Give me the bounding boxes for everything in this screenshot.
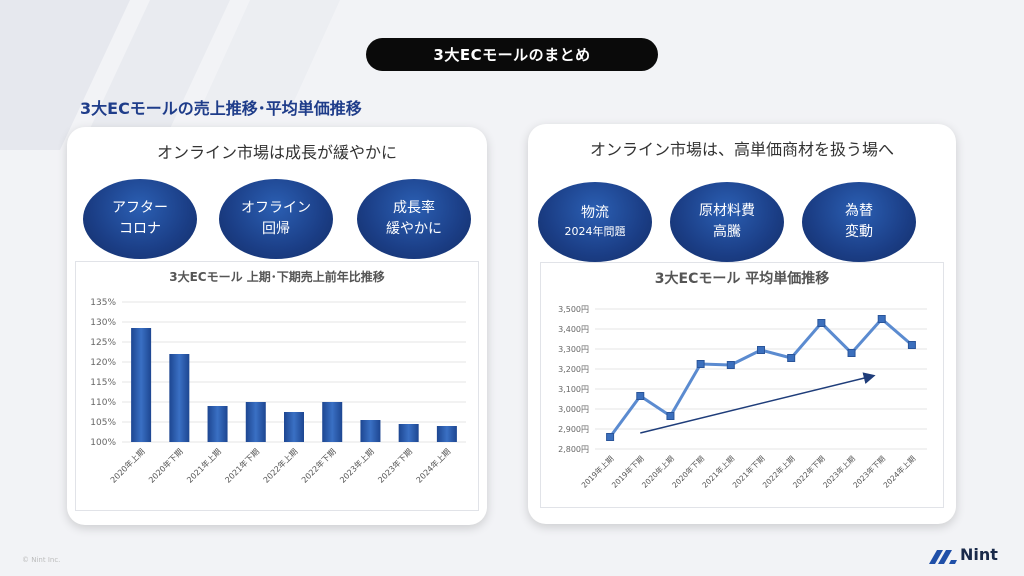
logo-text: Nint — [960, 545, 998, 564]
bar-chart-box: 3大ECモール 上期･下期売上前年比推移 100% 105% 110% 115% 120… — [75, 261, 479, 511]
circle-label: 原材料費 — [699, 203, 755, 219]
circle-label: アフター — [112, 200, 168, 216]
bar-chart: 100%105%110%115%120%125%130%135%2020年上期 2… — [90, 298, 466, 485]
y-tick-label: 135% — [90, 298, 116, 308]
bar-chart-title: 3大ECモール 上期･下期売上前年比推移 — [169, 270, 385, 284]
x-tick-label: 2022年上期 — [261, 446, 299, 484]
section-title: 3大ECモールの売上推移･平均単価推移 — [80, 99, 362, 118]
y-tick-label: 2,800円 — [558, 445, 589, 454]
circle-label: 為替 — [845, 203, 873, 219]
y-tick-label: 3,200円 — [558, 365, 589, 374]
page-title: 3大ECモールのまとめ — [366, 38, 658, 71]
x-tick-label: 2023年上期 — [337, 446, 375, 484]
x-tick-label: 2020年上期 — [108, 446, 146, 484]
circle-label: コロナ — [119, 221, 161, 237]
circle-material-cost: 原材料費 高騰 — [670, 182, 784, 262]
data-point — [877, 315, 886, 323]
nint-logo-icon — [929, 549, 957, 564]
circle-label: 回帰 — [262, 221, 290, 237]
x-tick-label: 2023年下期 — [376, 446, 414, 484]
data-point — [606, 433, 615, 441]
circle-label: 変動 — [845, 224, 873, 240]
y-tick-label: 3,000円 — [558, 405, 589, 414]
circle-growth-rate: 成長率 緩やかに — [357, 179, 471, 259]
line-chart-title: 3大ECモール 平均単価推移 — [654, 271, 830, 287]
nint-logo: Nint — [929, 545, 998, 564]
data-point — [787, 354, 796, 362]
circle-label: オフライン — [241, 200, 311, 216]
x-tick-label: 2020年下期 — [146, 446, 184, 484]
circle-label: 2024年問題 — [564, 225, 626, 239]
data-point — [696, 360, 705, 368]
y-tick-label: 105% — [90, 418, 116, 428]
right-panel: オンライン市場は、高単価商材を扱う場へ 物流 2024年問題 原材料費 高騰 為… — [528, 124, 956, 524]
line-chart: 2,800円 2,900円 3,000円 3,100円 3,200円 3,300円 3,40… — [558, 305, 927, 490]
y-tick-label: 3,300円 — [558, 345, 589, 354]
bar — [207, 406, 228, 442]
bar — [436, 426, 457, 442]
bar — [322, 402, 343, 442]
data-point — [666, 412, 675, 420]
circle-logistics: 物流 2024年問題 — [538, 182, 652, 262]
y-tick-label: 3,400円 — [558, 325, 589, 334]
trend-arrow — [640, 372, 876, 434]
x-tick-label: 2021年上期 — [185, 446, 223, 484]
y-tick-label: 100% — [90, 438, 116, 448]
y-tick-label: 130% — [90, 318, 116, 328]
y-tick-label: 120% — [90, 358, 116, 368]
data-point — [817, 319, 826, 327]
circle-after-corona: アフター コロナ — [83, 179, 197, 259]
y-tick-label: 3,500円 — [558, 305, 589, 314]
x-tick-label: 2022年下期 — [299, 446, 337, 484]
circle-exchange-rate: 為替 変動 — [802, 182, 916, 262]
bar — [169, 354, 190, 442]
circle-offline-return: オフライン 回帰 — [219, 179, 333, 259]
data-point — [636, 392, 645, 400]
bar — [131, 328, 152, 442]
line-chart-box: 3大ECモール 平均単価推移 2,800円 2,900円 3,000円 3,100円 3… — [540, 262, 944, 508]
y-tick-label: 2,900円 — [558, 425, 589, 434]
circle-label: 緩やかに — [386, 221, 442, 237]
bar — [245, 402, 266, 442]
bar — [360, 420, 381, 442]
x-tick-label: 2021年下期 — [223, 446, 261, 484]
data-point — [757, 346, 765, 354]
y-tick-label: 125% — [90, 338, 116, 348]
right-panel-heading: オンライン市場は、高単価商材を扱う場へ — [589, 140, 894, 159]
data-point — [907, 341, 916, 349]
x-tick-label: 2024年上期 — [881, 453, 917, 489]
data-point — [726, 361, 735, 369]
data-point — [847, 349, 856, 357]
circle-label: 物流 — [581, 205, 609, 222]
left-panel: オンライン市場は成長が緩やかに アフター コロナ オフライン 回帰 成長率 緩や… — [67, 127, 487, 525]
y-tick-label: 3,100円 — [558, 385, 589, 394]
circle-label: 成長率 — [393, 200, 435, 216]
circle-label: 高騰 — [713, 224, 741, 240]
x-tick-label: 2024年上期 — [414, 446, 452, 484]
y-tick-label: 110% — [90, 398, 116, 408]
bar — [398, 424, 419, 442]
bar — [284, 412, 304, 442]
copyright-text: © Nint Inc. — [22, 556, 61, 564]
left-panel-heading: オンライン市場は成長が緩やかに — [156, 143, 397, 162]
y-tick-label: 115% — [90, 378, 116, 388]
